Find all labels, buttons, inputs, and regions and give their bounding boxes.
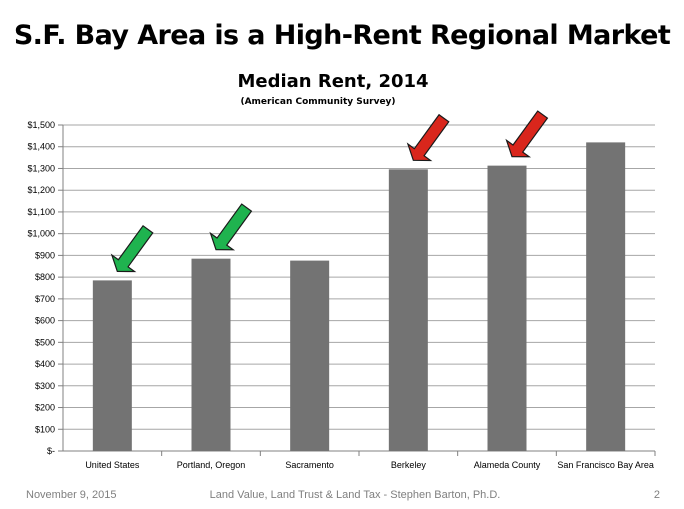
y-tick-label: $600 (35, 316, 55, 326)
y-tick-label: $700 (35, 294, 55, 304)
y-tick-label: $900 (35, 250, 55, 260)
y-tick-label: $100 (35, 424, 55, 434)
y-tick-label: $1,100 (27, 207, 55, 217)
y-tick-label: $400 (35, 359, 55, 369)
y-tick-label: $- (47, 446, 55, 456)
y-tick-label: $1,300 (27, 163, 55, 173)
bars (92, 142, 626, 452)
arrows (110, 110, 549, 273)
footer-date: November 9, 2015 (26, 489, 117, 501)
y-tick-labels: $- $100 $200 $300 $400 $500 $600 $700 $800 $900 $1… (27, 120, 55, 456)
page-number: 2 (653, 489, 660, 501)
y-tick-label: $800 (35, 272, 55, 282)
x-tick-labels: United States Portland, Oregon Sacramento B… (85, 460, 654, 470)
bar (586, 142, 626, 452)
y-tick-label: $1,000 (27, 229, 55, 239)
chart-subtitle: (American Community Survey) (240, 97, 395, 107)
x-tick-label: Sacramento (285, 460, 334, 470)
y-tick-label: $1,200 (27, 185, 55, 195)
bar-chart: Median Rent, 2014 (American Community Su… (27, 71, 656, 470)
bar (290, 260, 330, 451)
y-tick-label: $200 (35, 403, 55, 413)
bar (487, 165, 527, 451)
x-tick-label: United States (85, 460, 140, 470)
y-tick-label: $300 (35, 381, 55, 391)
red-arrow (505, 110, 549, 158)
x-tick-label: San Francisco Bay Area (557, 460, 654, 470)
bar (191, 258, 231, 451)
red-arrow (406, 113, 450, 162)
x-tick-label: Portland, Oregon (177, 460, 246, 470)
bar (388, 169, 428, 451)
x-tick-label: Berkeley (391, 460, 427, 470)
bar (92, 280, 132, 451)
y-tick-label: $500 (35, 337, 55, 347)
footer-credit: Land Value, Land Trust & Land Tax - Step… (209, 489, 501, 501)
green-arrow (110, 224, 154, 273)
gridlines (63, 124, 655, 430)
axes (58, 124, 656, 456)
y-tick-label: $1,500 (27, 120, 55, 130)
y-tick-label: $1,400 (27, 142, 55, 152)
slide-title: S.F. Bay Area is a High-Rent Regional Ma… (13, 20, 671, 51)
chart-title: Median Rent, 2014 (237, 71, 428, 92)
x-tick-label: Alameda County (474, 460, 541, 470)
green-arrow (209, 203, 253, 251)
